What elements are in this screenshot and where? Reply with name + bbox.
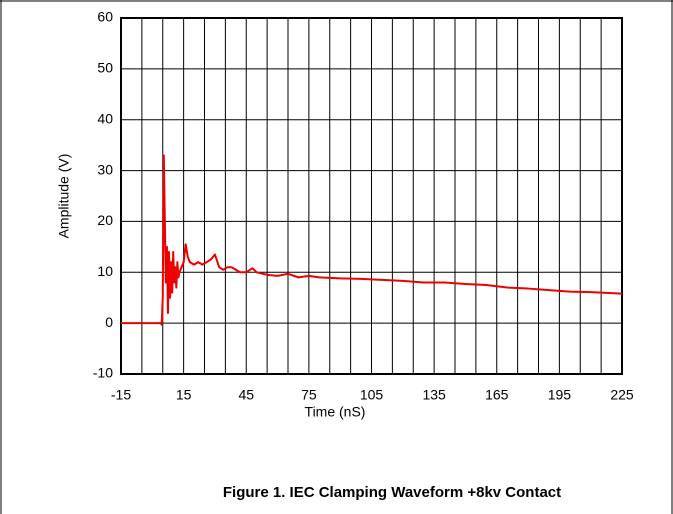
x-tick-label: 15: [176, 387, 192, 403]
plot-frame: [120, 17, 623, 375]
x-tick-label: 75: [301, 387, 317, 403]
x-tick-label: 225: [610, 387, 634, 403]
x-tick-label: 165: [485, 387, 509, 403]
x-tick-label: 45: [238, 387, 254, 403]
x-tick-label: 135: [422, 387, 446, 403]
x-axis-label: Time (nS): [305, 404, 366, 420]
y-tick-label: 10: [97, 263, 113, 279]
y-axis-label: Amplitude (V): [56, 154, 72, 239]
y-tick-label: 30: [97, 161, 113, 177]
x-tick-label: 105: [360, 387, 384, 403]
data-line: [121, 154, 623, 326]
y-tick-label: 60: [97, 9, 113, 25]
x-tick-label: -15: [111, 387, 131, 403]
y-tick-label: -10: [93, 365, 113, 381]
y-tick-label: 50: [97, 60, 113, 76]
y-tick-label: 40: [97, 110, 113, 126]
y-tick-label: 20: [97, 212, 113, 228]
y-tick-label: 0: [105, 314, 113, 330]
caption: Figure 1. IEC Clamping Waveform +8kv Con…: [223, 484, 561, 501]
x-tick-label: 195: [548, 387, 572, 403]
